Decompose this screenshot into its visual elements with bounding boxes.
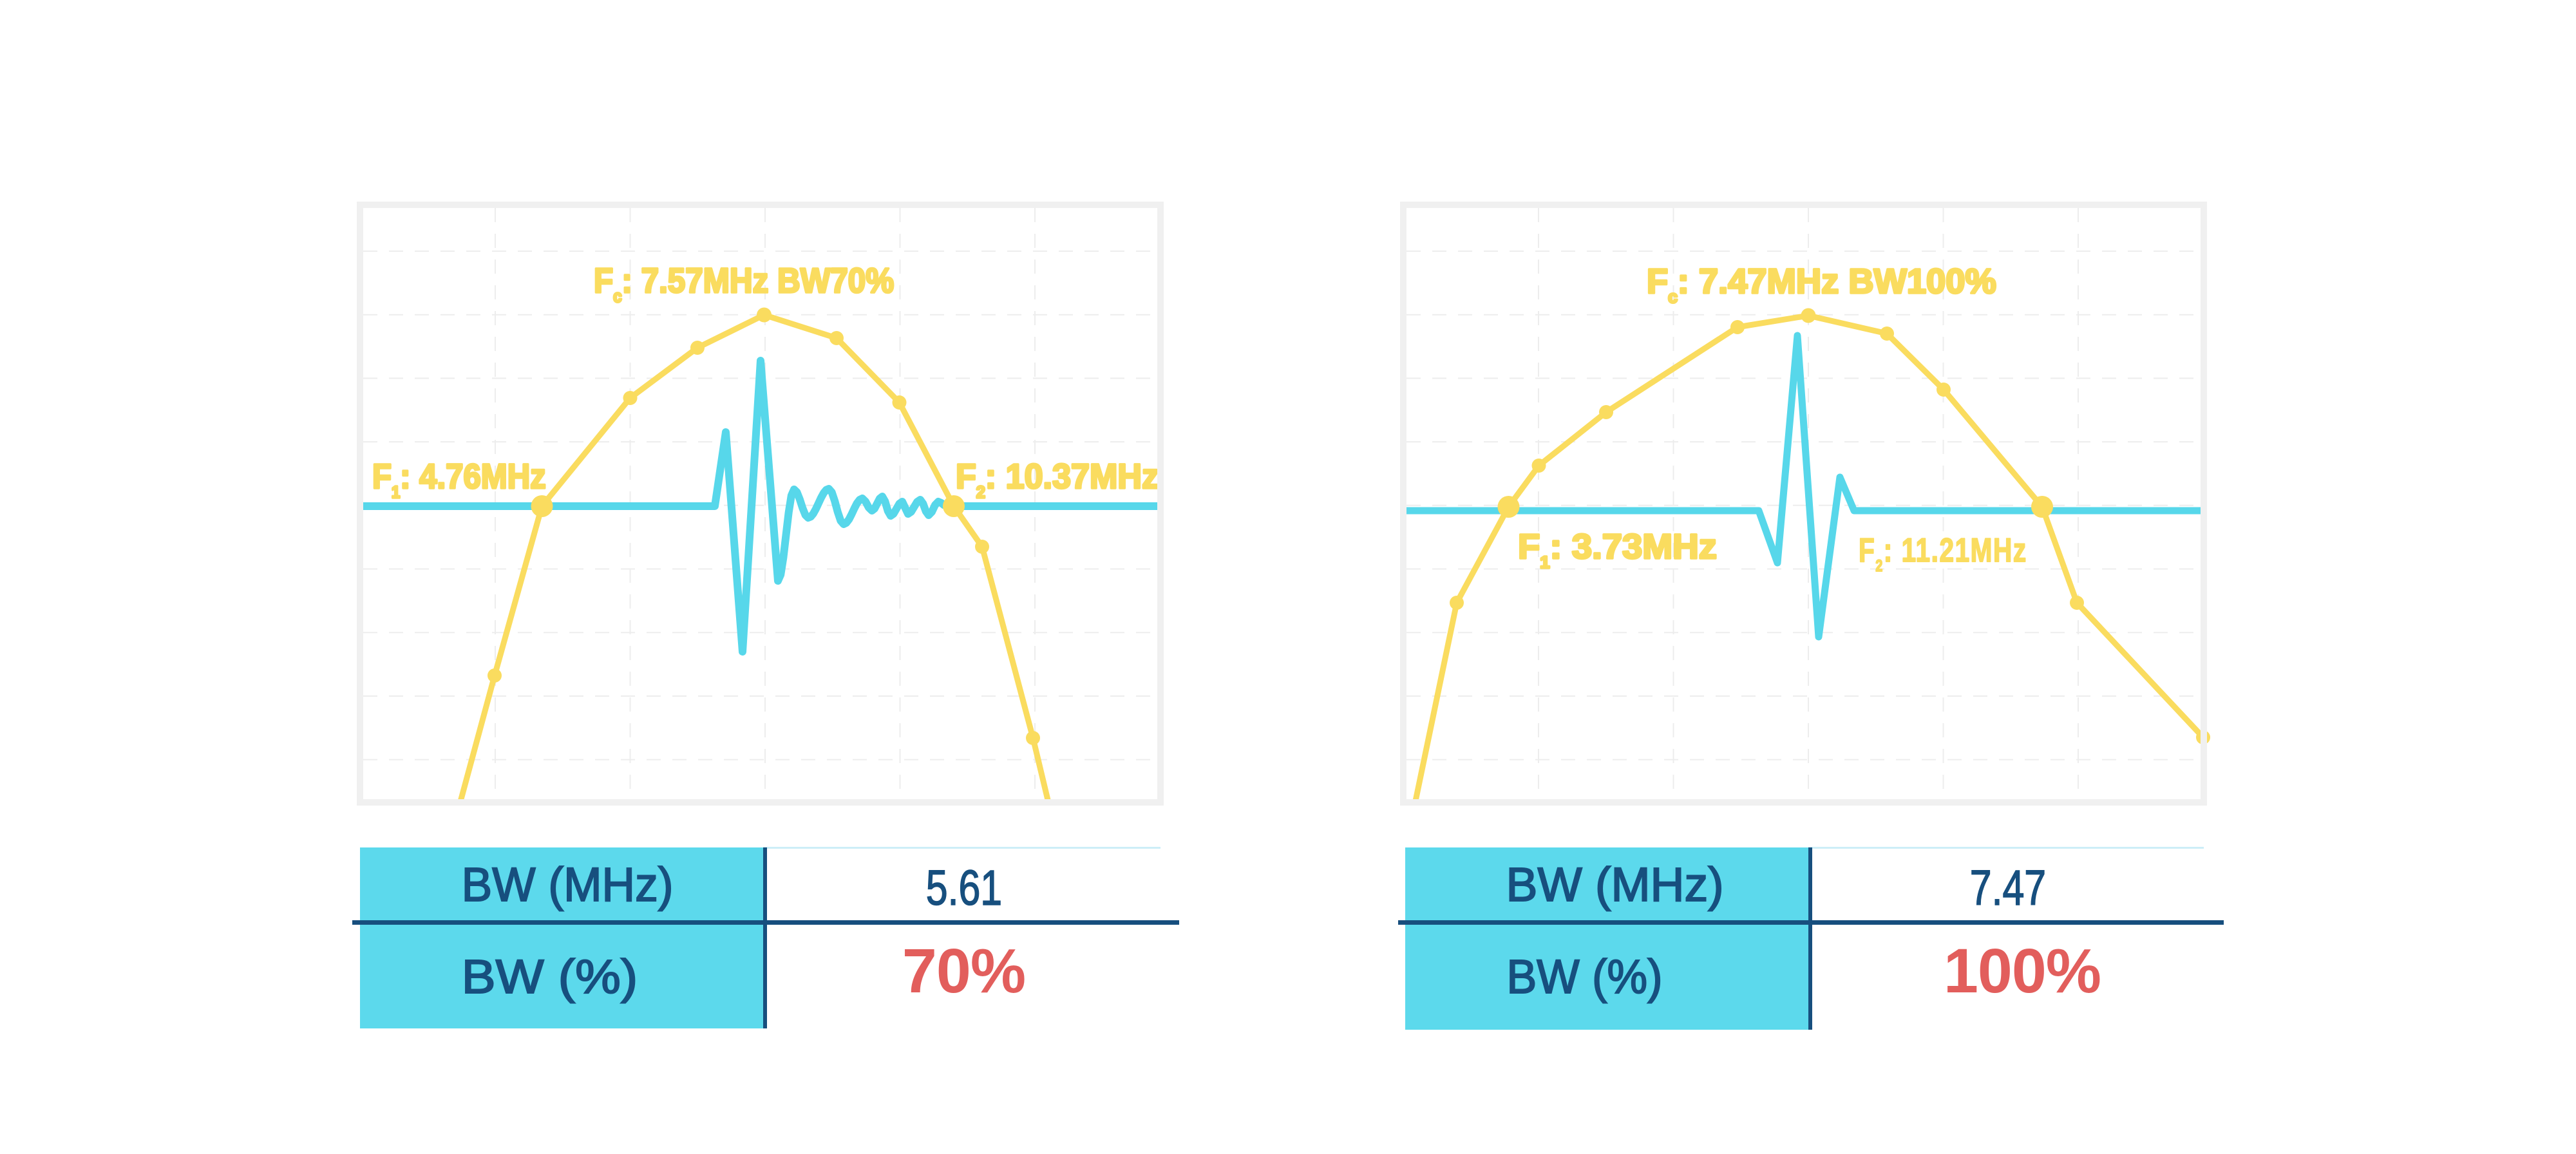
svg-text:F1: 3.73MHz: F1: 3.73MHz	[1518, 527, 1717, 572]
svg-text:Fc: 7.47MHz BW100%: Fc: 7.47MHz BW100%	[1647, 262, 1996, 307]
svg-text:F1: 4.76MHz: F1: 4.76MHz	[372, 457, 546, 502]
svg-text:Fc: 7.57MHz BW70%: Fc: 7.57MHz BW70%	[594, 261, 894, 306]
svg-text:F2: 10.37MHz: F2: 10.37MHz	[956, 457, 1157, 502]
svg-text:F2: 11.21MHz: F2: 11.21MHz	[1859, 531, 2027, 574]
